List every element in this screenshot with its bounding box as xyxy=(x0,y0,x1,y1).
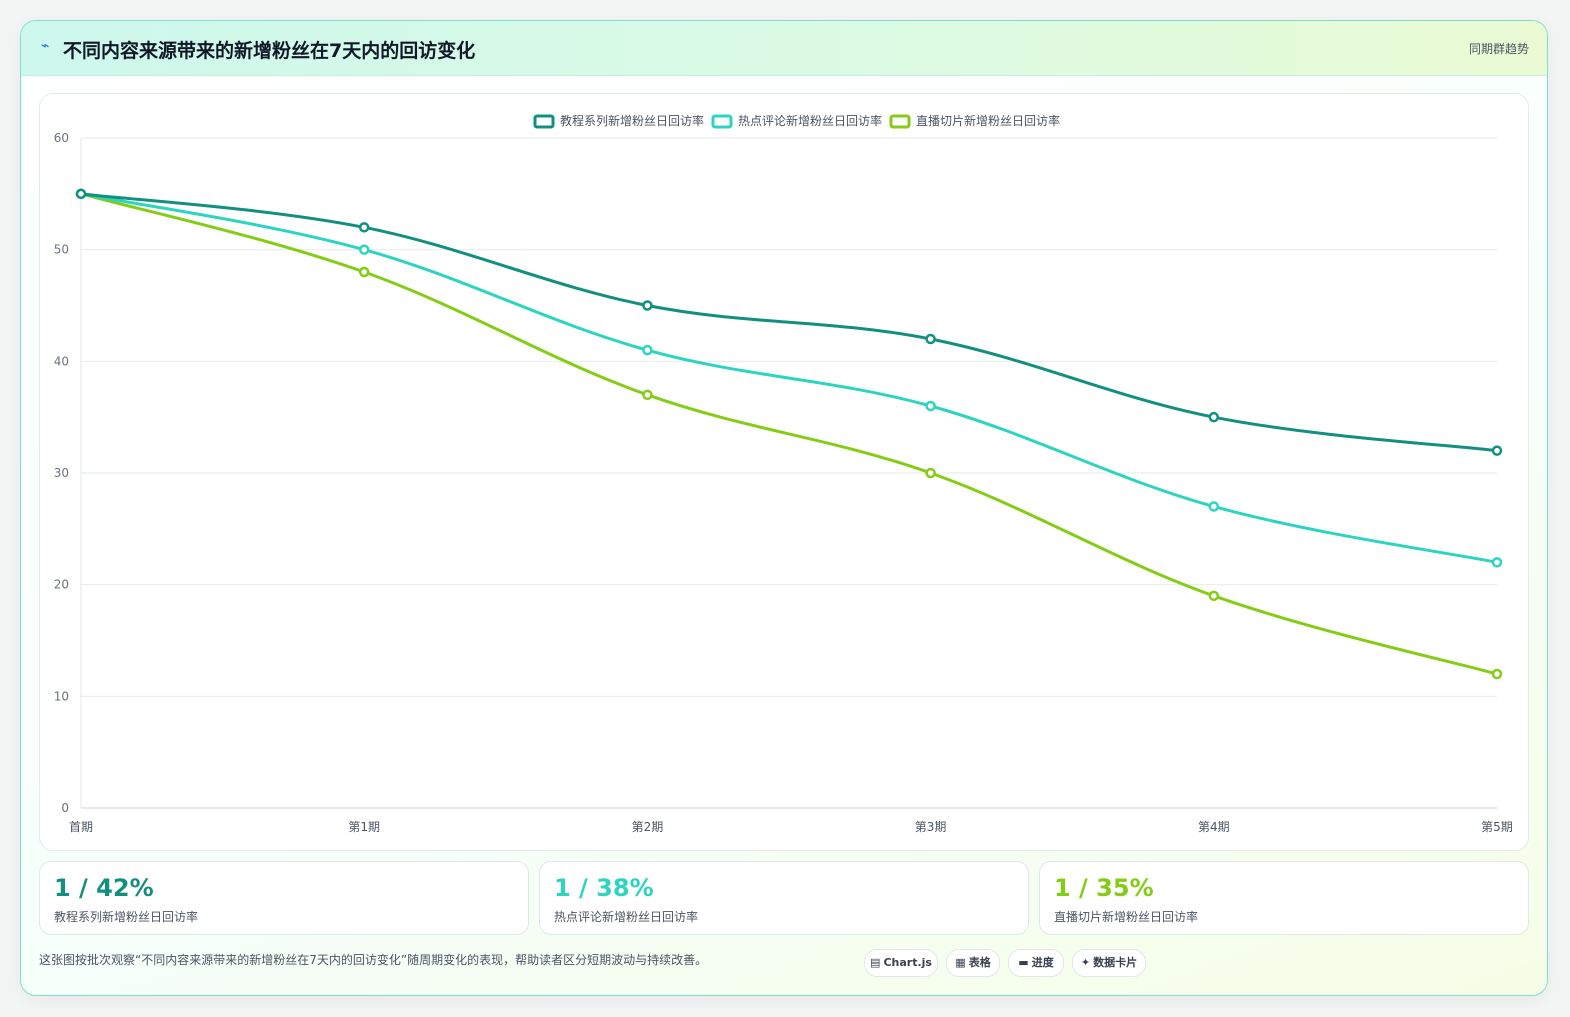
legend-label: 教程系列新增粉丝日回访率 xyxy=(560,113,704,128)
stat-card-live-clip: 1 / 35% 直播切片新增粉丝日回访率 xyxy=(1039,861,1529,935)
data-point xyxy=(1491,668,1503,680)
data-point xyxy=(642,389,653,401)
series-line xyxy=(79,192,1499,676)
y-tick-label: 60 xyxy=(54,131,69,145)
progress-icon: ▬ xyxy=(1018,956,1029,969)
data-point xyxy=(1208,501,1220,512)
x-tick-label: 首期 xyxy=(69,820,93,834)
series-line xyxy=(79,192,1499,453)
chip-label: 进度 xyxy=(1031,956,1054,969)
legend-label: 热点评论新增粉丝日回访率 xyxy=(738,113,882,128)
stat-label: 直播切片新增粉丝日回访率 xyxy=(1054,910,1199,924)
data-point xyxy=(925,400,936,412)
legend-swatch xyxy=(711,114,733,129)
stat-value: 1 / 35% xyxy=(1054,874,1154,902)
chart-description: 这张图按批次观察“不同内容来源带来的新增粉丝在7天内的回访变化”随周期变化的表现… xyxy=(39,953,708,967)
data-point xyxy=(642,300,653,311)
legend-swatch xyxy=(889,114,911,129)
legend-swatch xyxy=(533,114,555,129)
chart-icon: ▤ xyxy=(870,956,881,969)
legend-label: 直播切片新增粉丝日回访率 xyxy=(916,113,1060,128)
data-point xyxy=(925,333,936,345)
data-point xyxy=(925,467,936,479)
chip-label: 数据卡片 xyxy=(1093,956,1138,969)
stat-card-hot-comment: 1 / 38% 热点评论新增粉丝日回访率 xyxy=(539,861,1029,935)
chip-label: Chart.js xyxy=(883,956,932,969)
y-tick-label: 0 xyxy=(61,801,69,815)
y-tick-label: 10 xyxy=(54,689,69,703)
pulse-icon: ⌁ xyxy=(41,38,50,54)
chip-progress[interactable]: ▬ 进度 xyxy=(1008,949,1064,977)
data-point xyxy=(1208,411,1220,423)
y-tick-label: 30 xyxy=(54,466,69,480)
y-tick-label: 20 xyxy=(54,578,69,592)
x-tick-label: 第4期 xyxy=(1198,820,1230,834)
y-tick-label: 50 xyxy=(54,243,69,257)
data-point xyxy=(75,188,87,200)
page-title: 不同内容来源带来的新增粉丝在7天内的回访变化 xyxy=(63,40,476,62)
chart-card: ⌁ 不同内容来源带来的新增粉丝在7天内的回访变化 同期群趋势 0 10 20 30 40… xyxy=(20,20,1548,996)
x-tick-label: 第2期 xyxy=(632,820,664,834)
chip-chartjs[interactable]: ▤ Chart.js xyxy=(864,949,938,977)
data-point xyxy=(358,244,370,255)
data-point xyxy=(642,344,653,356)
chip-table[interactable]: ▦ 表格 xyxy=(946,949,1000,977)
x-tick-label: 第3期 xyxy=(915,820,947,834)
sparkle-icon: ✦ xyxy=(1080,956,1091,969)
x-tick-label: 第1期 xyxy=(348,820,380,834)
data-point xyxy=(358,222,370,233)
data-point xyxy=(358,266,370,278)
y-tick-label: 40 xyxy=(54,354,69,368)
data-point xyxy=(1491,557,1503,568)
stat-value: 1 / 42% xyxy=(54,874,154,902)
chart-panel: 0 10 20 30 40 50 60 首期 第1期 第2期 第3期 第4期 第5期 教程系列新增粉丝日回… xyxy=(39,93,1529,851)
data-point xyxy=(1491,445,1503,456)
series-line xyxy=(79,192,1499,564)
stat-label: 热点评论新增粉丝日回访率 xyxy=(554,910,699,924)
chip-label: 表格 xyxy=(968,956,991,969)
table-icon: ▦ xyxy=(955,956,966,969)
stat-value: 1 / 38% xyxy=(554,874,654,902)
card-header: ⌁ 不同内容来源带来的新增粉丝在7天内的回访变化 同期群趋势 xyxy=(21,21,1547,76)
data-point xyxy=(1208,590,1220,602)
stat-label: 教程系列新增粉丝日回访率 xyxy=(54,910,199,924)
x-tick-label: 第5期 xyxy=(1481,820,1513,834)
stat-card-tutorial: 1 / 42% 教程系列新增粉丝日回访率 xyxy=(39,861,529,935)
chip-data-card[interactable]: ✦ 数据卡片 xyxy=(1072,949,1146,977)
line-chart: 0 10 20 30 40 50 60 首期 第1期 第2期 第3期 第4期 第5期 教程系列新增粉丝日回… xyxy=(54,113,1513,834)
trend-badge: 同期群趋势 xyxy=(1468,42,1529,56)
